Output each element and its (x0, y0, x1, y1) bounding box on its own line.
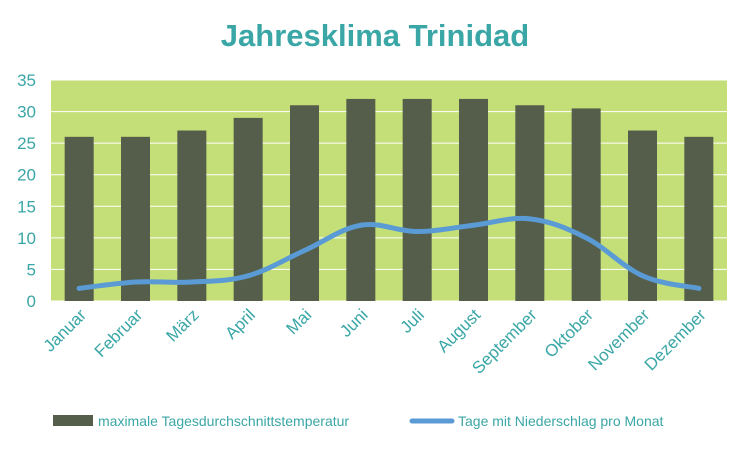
line-point (696, 285, 702, 291)
line-point (583, 235, 589, 241)
x-tick-label: Februar (91, 305, 147, 361)
bar (121, 136, 150, 301)
legend: maximale Tagesdurchschnittstemperatur Ta… (53, 413, 664, 429)
y-tick-label: 0 (27, 292, 36, 311)
line-point (358, 222, 364, 228)
line-point (527, 216, 533, 222)
y-axis: 0 5 10 15 20 25 30 35 (17, 71, 36, 311)
y-tick-label: 25 (17, 134, 36, 153)
legend-swatch-bar (53, 415, 93, 426)
bar (290, 105, 319, 301)
x-tick-label: Mai (283, 305, 316, 338)
line-series (76, 215, 702, 291)
line-point (414, 229, 420, 235)
x-tick-label: Juli (397, 305, 428, 336)
y-tick-label: 10 (17, 229, 36, 248)
x-tick-label: April (222, 305, 259, 342)
gridlines (51, 79, 727, 302)
plot-area (51, 80, 727, 301)
line-point (302, 247, 307, 253)
line-point (76, 285, 82, 291)
line-point (245, 273, 251, 279)
x-tick-label: Januar (40, 305, 90, 355)
line-point (133, 279, 138, 285)
chart-title: Jahresklima Trinidad (221, 18, 529, 53)
x-tick-label: Dezember (641, 305, 710, 374)
y-tick-label: 20 (17, 166, 36, 185)
bar (571, 108, 601, 302)
bar (402, 98, 432, 301)
bar (684, 136, 714, 301)
y-tick-label: 35 (17, 71, 36, 90)
legend-label-line: Tage mit Niederschlag pro Monat (458, 413, 664, 429)
line-point (189, 279, 195, 285)
bar (64, 136, 94, 301)
x-tick-label: Juni (336, 305, 371, 340)
y-tick-label: 15 (17, 197, 36, 216)
bar (459, 98, 488, 301)
y-tick-label: 30 (17, 103, 36, 122)
line-path (76, 215, 702, 291)
y-tick-label: 5 (27, 260, 36, 279)
legend-label-bar: maximale Tagesdurchschnittstemperatur (98, 413, 349, 429)
bar (346, 98, 376, 301)
bar (177, 130, 207, 301)
x-tick-label: August (433, 305, 484, 356)
bar (515, 105, 545, 301)
x-tick-label: März (163, 305, 203, 345)
line-point (471, 222, 476, 228)
x-axis: Januar Februar März April Mai Juni Juli AugustS… (40, 305, 710, 377)
x-tick-label: Oktober (541, 305, 597, 361)
line-point (640, 273, 645, 279)
